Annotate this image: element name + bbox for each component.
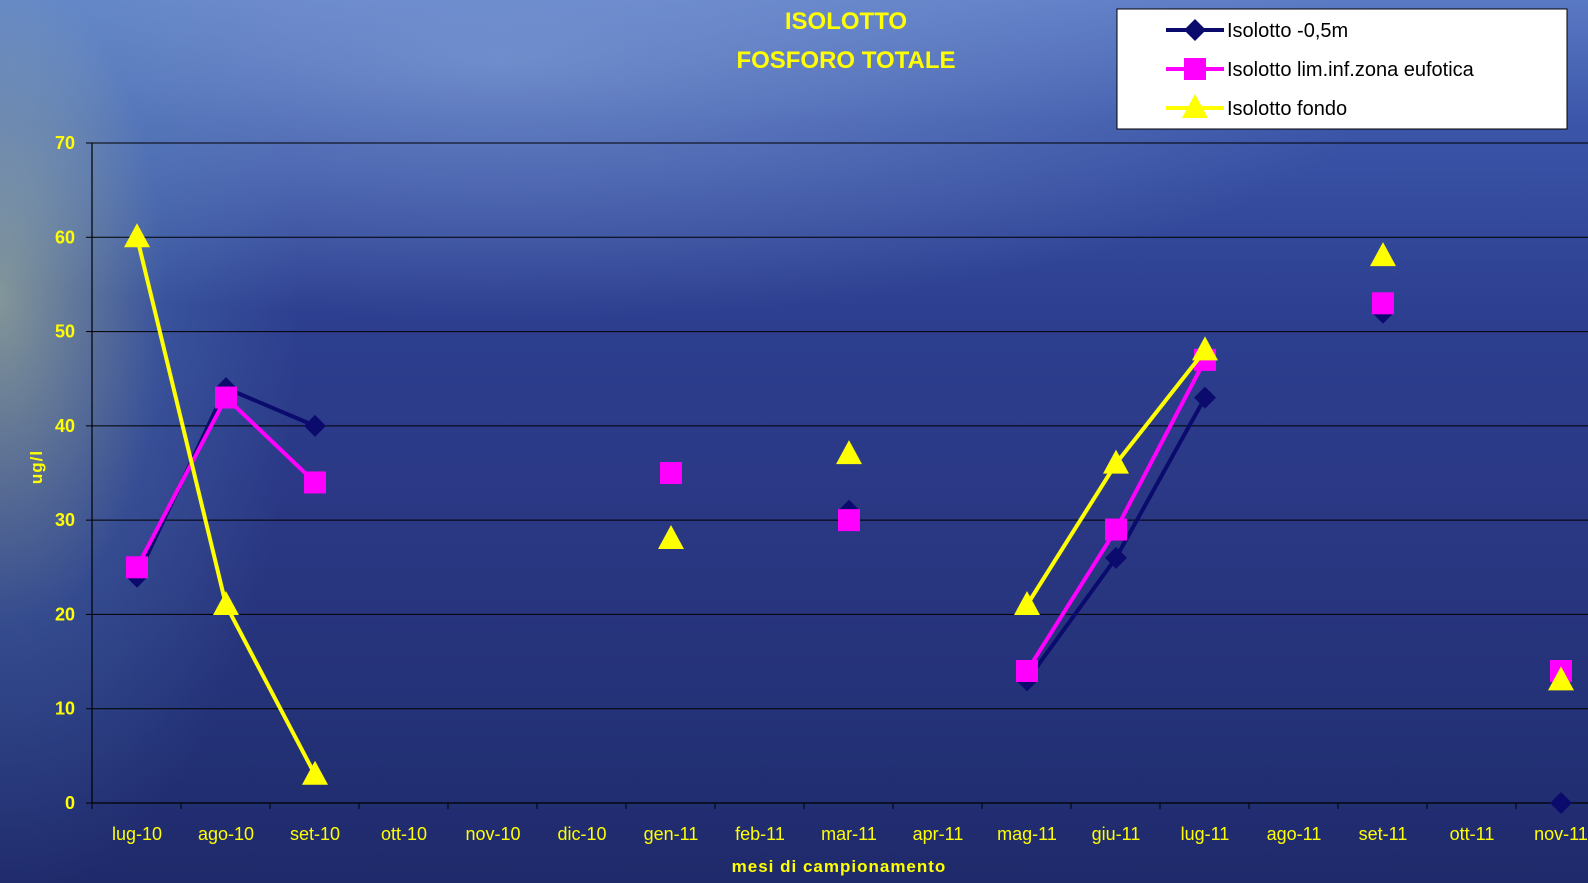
- legend-marker-1: [1184, 19, 1206, 41]
- series-1: [126, 301, 1572, 814]
- legend-label-3: Isolotto fondo: [1227, 98, 1347, 120]
- axes: [86, 142, 1588, 809]
- series-1-point: [304, 414, 326, 437]
- series-3-point: [658, 525, 684, 549]
- series-2-point: [215, 386, 237, 409]
- x-tick-label: lug-11: [1181, 824, 1230, 844]
- series-3-point: [836, 440, 862, 465]
- legend-label-2: Isolotto lim.inf.zona eufotica: [1227, 59, 1475, 81]
- x-tick-label: set-11: [1359, 824, 1408, 844]
- y-tick-label: 70: [55, 133, 75, 153]
- series-1-point: [1105, 546, 1127, 569]
- series-2-point: [126, 556, 148, 579]
- series-group: [124, 223, 1574, 814]
- y-tick-label: 60: [55, 227, 75, 247]
- legend: Isolotto -0,5m Isolotto lim.inf.zona eufo…: [1116, 8, 1568, 130]
- x-tick-label: ott-11: [1450, 824, 1495, 844]
- x-tick-label: nov-11: [1534, 824, 1588, 844]
- x-tick-label: dic-10: [557, 824, 606, 844]
- x-tick-label: mag-11: [997, 824, 1057, 844]
- series-3-point: [1370, 242, 1396, 267]
- x-tick-label: apr-11: [913, 824, 964, 844]
- x-tick-label: lug-10: [112, 824, 162, 844]
- x-tick-label: ago-10: [198, 824, 254, 844]
- x-axis-label: mesi di campionamento: [732, 857, 947, 876]
- y-axis-label: ug/l: [27, 450, 46, 484]
- x-tick-label: gen-11: [644, 824, 699, 844]
- x-tick-label: giu-11: [1092, 824, 1141, 844]
- series-2-point: [1372, 292, 1394, 315]
- series-2-point: [838, 509, 860, 532]
- series-1-line: [135, 386, 316, 578]
- y-tick-label: 30: [55, 510, 75, 530]
- x-tick-label: ott-10: [381, 824, 427, 844]
- series-3-line: [135, 236, 317, 776]
- series-2-point: [1016, 660, 1038, 682]
- series-1-point: [1194, 386, 1216, 409]
- series-3-point: [124, 223, 150, 248]
- y-tick-label: 40: [55, 416, 75, 436]
- legend-marker-2: [1184, 58, 1206, 80]
- series-2-line: [135, 395, 317, 569]
- y-tick-label: 0: [65, 793, 75, 813]
- series-3: [124, 223, 1574, 785]
- x-tick-label: mar-11: [821, 824, 877, 844]
- y-axis-ticks: 0 10 20 30 40 50 60 70: [55, 133, 75, 813]
- series-3-point: [1192, 336, 1218, 361]
- legend-marker-3: [1182, 94, 1208, 118]
- y-tick-label: 20: [55, 604, 75, 624]
- series-2-point: [304, 471, 326, 494]
- series-3-point: [1548, 666, 1574, 691]
- series-3-point: [213, 591, 239, 615]
- series-2: [126, 292, 1572, 682]
- series-3-point: [1103, 449, 1129, 474]
- series-2-line: [1025, 358, 1207, 673]
- series-1-point: [1550, 792, 1572, 814]
- chart-title-line2: FOSFORO TOTALE: [736, 47, 955, 74]
- x-axis-ticks: lug-10 ago-10 set-10 ott-10 nov-10 dic-10 gen-…: [112, 824, 1588, 844]
- series-2-point: [1105, 518, 1127, 541]
- chart-title-line1: ISOLOTTO: [785, 8, 907, 35]
- series-3-point: [1014, 591, 1040, 615]
- y-tick-label: 50: [55, 322, 75, 342]
- legend-label-1: Isolotto -0,5m: [1227, 20, 1348, 42]
- series-2-point: [660, 462, 682, 484]
- x-tick-label: nov-10: [465, 824, 520, 844]
- x-tick-label: ago-11: [1267, 824, 1322, 844]
- series-3-point: [302, 760, 328, 785]
- x-tick-label: set-10: [290, 824, 340, 844]
- y-tick-label: 10: [55, 699, 75, 719]
- x-tick-label: feb-11: [735, 824, 785, 844]
